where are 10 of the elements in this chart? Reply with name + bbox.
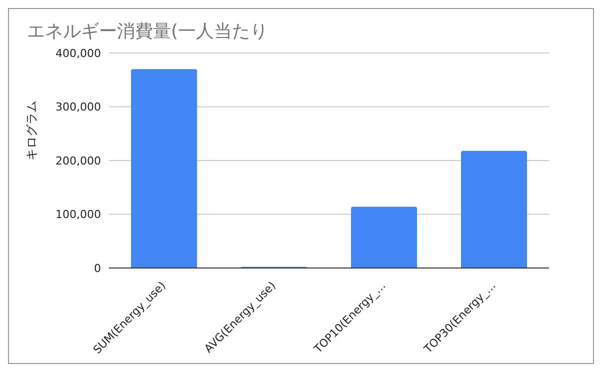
- chart-title: エネルギー消費量(一人当たり: [26, 20, 270, 43]
- y-tick-label: 100,000: [56, 208, 101, 222]
- y-axis-title: キログラム: [24, 100, 38, 160]
- y-tick-label: 0: [94, 262, 101, 275]
- bar: [131, 69, 197, 268]
- y-tick-label: 200,000: [56, 154, 101, 168]
- y-tick-label: 300,000: [56, 100, 101, 114]
- y-tick-label: 400,000: [56, 46, 101, 60]
- bar: [461, 150, 527, 268]
- bar: [351, 206, 417, 268]
